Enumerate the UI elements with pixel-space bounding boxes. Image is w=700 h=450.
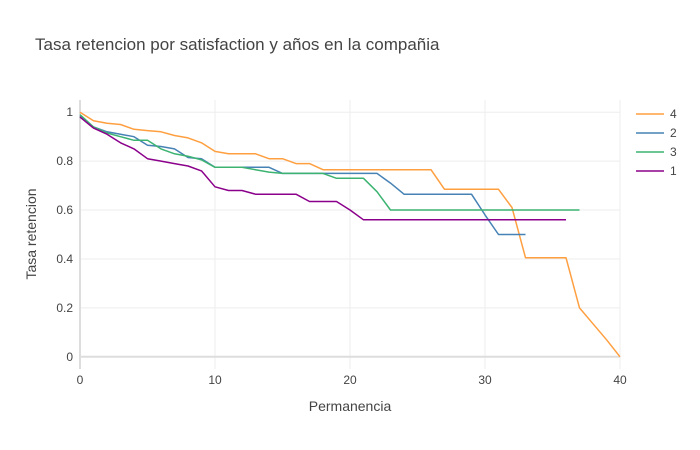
series-line-4 [79,111,621,358]
x-tick-label: 20 [343,373,357,387]
legend-item-4[interactable]: 4 [636,107,677,121]
chart-title: Tasa retencion por satisfaction y años e… [35,35,440,54]
legend-label: 4 [670,107,677,121]
x-axis-title: Permanencia [309,398,392,414]
legend-label: 3 [670,145,677,159]
y-tick-label: 0 [66,350,73,364]
y-axis-title: Tasa retencion [23,188,39,279]
x-tick-label: 30 [478,373,492,387]
legend-item-3[interactable]: 3 [636,145,677,159]
grid-layer [79,100,621,369]
y-tick-label: 0.8 [56,154,73,168]
legend-label: 2 [670,126,677,140]
y-tick-label: 0.4 [56,252,73,266]
series-line-2 [79,115,526,236]
series-layer [79,111,621,358]
x-tick-label: 0 [77,373,84,387]
legend-item-1[interactable]: 1 [636,164,677,178]
y-tick-label: 0.2 [56,301,73,315]
series-line-3 [79,114,580,211]
y-axis-ticks: 0 0.2 0.4 0.6 0.8 1 [56,105,73,364]
legend[interactable]: 4 2 3 1 [636,107,677,178]
x-tick-label: 10 [208,373,222,387]
x-tick-label: 40 [613,373,627,387]
series-line-1 [79,116,566,221]
x-axis-ticks: 0 10 20 30 40 [77,373,627,387]
y-tick-label: 1 [66,105,73,119]
legend-label: 1 [670,164,677,178]
legend-item-2[interactable]: 2 [636,126,677,140]
y-tick-label: 0.6 [56,203,73,217]
